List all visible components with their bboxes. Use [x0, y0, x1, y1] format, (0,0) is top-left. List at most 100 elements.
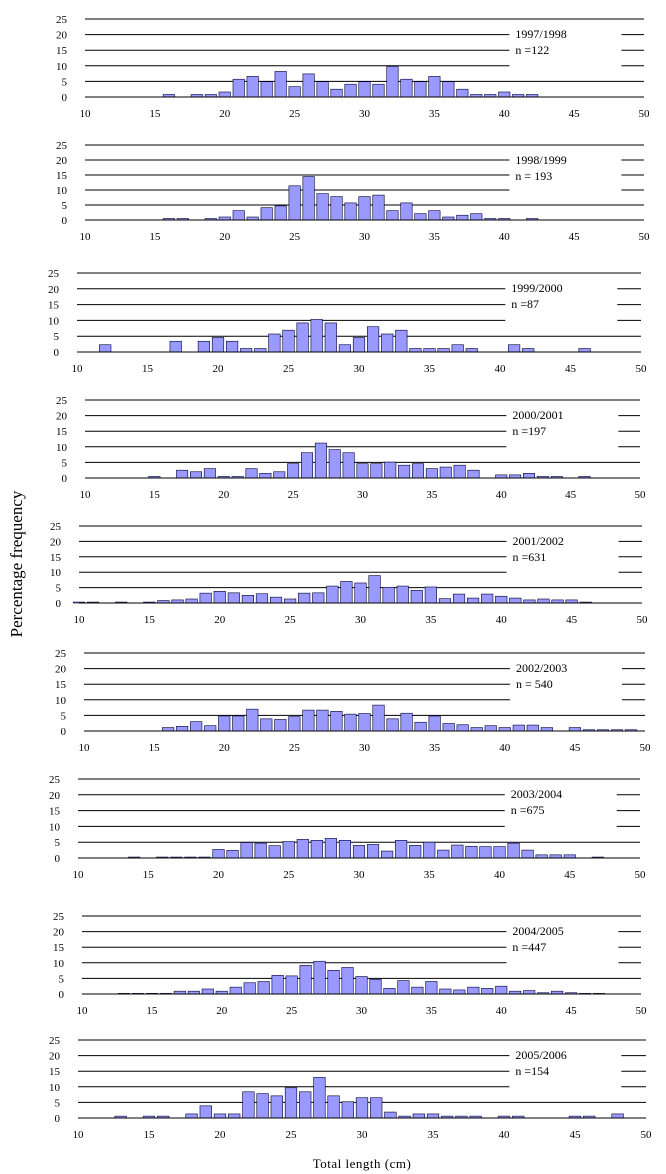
x-tick-label: 10 [79, 742, 91, 754]
bar [372, 83, 385, 98]
bar [162, 727, 175, 732]
season-label: 2003/2004 [511, 787, 562, 801]
x-tick-label: 15 [143, 869, 155, 881]
bar [327, 1095, 340, 1119]
bar [414, 721, 427, 732]
bar [185, 598, 198, 604]
bar [366, 844, 380, 859]
x-tick-label: 25 [283, 363, 295, 375]
bar [218, 91, 231, 98]
x-tick-label: 50 [637, 614, 649, 626]
y-tick-label: 15 [48, 300, 60, 312]
y-tick-label: 20 [56, 411, 68, 423]
y-tick-label: 10 [56, 442, 68, 454]
bar [437, 348, 450, 353]
bar [326, 585, 339, 604]
y-tick-label: 20 [49, 1051, 61, 1063]
x-tick-label: 25 [285, 614, 297, 626]
sample-size-label: n =631 [513, 550, 547, 564]
y-tick-label: 25 [56, 14, 68, 26]
bar [176, 469, 189, 479]
bar [245, 468, 258, 479]
x-tick-label: 15 [149, 231, 161, 243]
bar [169, 340, 182, 353]
bar [453, 464, 466, 479]
x-tick-label: 15 [149, 489, 161, 501]
bar [352, 337, 366, 353]
sample-size-label: n = 193 [515, 169, 552, 183]
bar [341, 967, 354, 995]
x-tick-label: 15 [146, 1005, 158, 1017]
y-tick-label: 25 [49, 1035, 61, 1047]
bar [372, 704, 385, 732]
x-tick-label: 15 [144, 1129, 156, 1141]
bar [232, 715, 245, 732]
bar [298, 592, 311, 604]
sample-size-label: n =197 [512, 424, 546, 438]
x-tick-label: 40 [496, 1005, 508, 1017]
bar [414, 81, 427, 98]
panel-2: 0 5 10 15 20 25 10 15 20 25 30 35 40 45 50 1998/1999 n =… [56, 140, 650, 243]
bar [269, 596, 283, 604]
x-tick-label: 10 [77, 1005, 89, 1017]
x-tick-label: 30 [359, 231, 371, 243]
bar [338, 344, 351, 353]
bar [199, 592, 212, 604]
bar [409, 348, 422, 353]
bar [344, 713, 357, 732]
x-tick-label: 15 [149, 742, 161, 754]
x-tick-label: 30 [359, 742, 371, 754]
x-tick-label: 10 [80, 231, 92, 243]
bar [456, 88, 469, 98]
x-tick-label: 35 [429, 108, 441, 120]
y-tick-label: 5 [59, 973, 65, 985]
bar [453, 989, 466, 995]
x-tick-label: 20 [214, 614, 226, 626]
bar [456, 724, 469, 732]
x-tick-label: 25 [286, 1005, 298, 1017]
bar [274, 71, 287, 98]
bar [611, 1113, 624, 1119]
bar [340, 581, 353, 604]
bar [327, 969, 340, 995]
y-tick-label: 5 [55, 837, 61, 849]
bar [99, 344, 112, 353]
x-tick-label: 25 [286, 1129, 298, 1141]
bar [354, 582, 367, 604]
x-tick-label: 45 [565, 363, 577, 375]
bar [246, 708, 259, 732]
bar [328, 449, 341, 479]
bar [344, 83, 357, 98]
bar [396, 585, 409, 604]
y-tick-label: 5 [62, 200, 68, 212]
bar [395, 329, 408, 353]
bar [240, 348, 253, 353]
y-tick-label: 15 [56, 170, 68, 182]
bar [437, 849, 450, 859]
bar [324, 838, 337, 859]
bar [259, 473, 272, 479]
x-tick-label: 40 [499, 742, 511, 754]
bar [578, 348, 591, 353]
y-tick-label: 0 [59, 989, 65, 1001]
x-tick-label: 35 [426, 1005, 438, 1017]
bar [384, 1111, 397, 1119]
bar [273, 471, 286, 479]
x-tick-label: 30 [354, 869, 366, 881]
bar [243, 982, 256, 995]
bar [383, 988, 396, 995]
bar [381, 850, 394, 859]
bar [302, 176, 315, 221]
bar [226, 850, 239, 859]
y-tick-label: 20 [55, 664, 67, 676]
bar [521, 849, 534, 859]
panel-4: 0 5 10 15 20 25 10 15 20 25 30 35 40 45 50 2000/2001 n =… [56, 395, 646, 501]
bar [442, 81, 455, 98]
bar [493, 846, 506, 859]
bar [287, 463, 300, 479]
bar [301, 452, 313, 479]
bar [467, 597, 480, 604]
bar [481, 593, 494, 604]
bar [367, 326, 380, 353]
bar [498, 727, 511, 732]
